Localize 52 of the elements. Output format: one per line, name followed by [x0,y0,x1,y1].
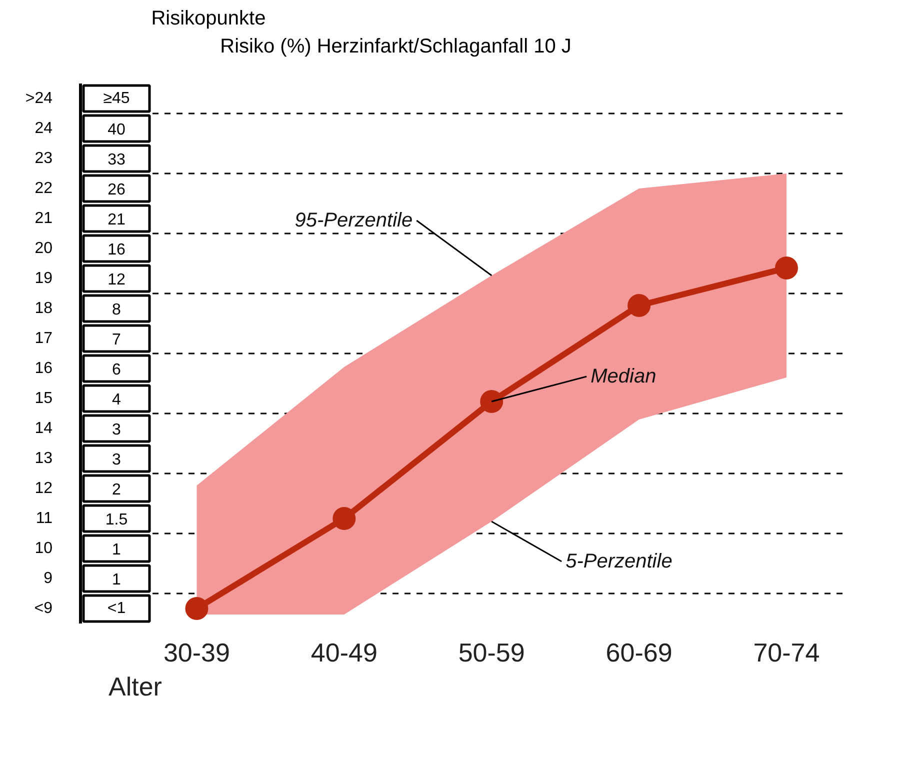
text: 1 [112,542,122,558]
text: 1 [112,572,122,588]
x-tick-label: 60-69 [606,638,672,668]
point [628,294,651,317]
y-tick-label: 12 [34,480,53,497]
y-tick-label: 14 [34,420,53,437]
annotation: 95-Perzentile [294,210,413,232]
y-tick-label: 9 [44,570,53,587]
text: 8 [112,302,122,318]
y-tick-label: 10 [34,540,53,557]
y-tick-label: 22 [34,180,53,197]
y-tick-label: <9 [34,600,53,617]
x-tick-label: 70-74 [753,638,820,668]
point [185,597,208,620]
text: 7 [112,332,122,348]
text: 40 [108,122,126,138]
x-tick-label: 40-49 [310,638,378,668]
y-tick-label: 19 [34,270,53,287]
text: 26 [108,182,126,198]
text: ≥45 [103,90,130,107]
text: Risiko (%) Herzinfarkt/Schlaganfall 10 J [220,36,572,58]
y-tick-label: 21 [34,210,53,227]
y-tick-label: 17 [34,330,53,347]
text: 16 [108,242,126,258]
x-axis-title: Alter [108,672,162,702]
y-tick-label: 24 [34,120,53,137]
annotation: Median [590,366,656,388]
y-tick-label: 13 [34,450,53,467]
text: <1 [107,600,126,617]
annotation: 5-Perzentile [566,550,672,572]
point [480,390,504,413]
x-tick-label: 30-39 [163,638,230,668]
y-tick-label: >24 [25,90,53,107]
x-tick-label: 50-59 [458,638,525,668]
y-tick-label: 16 [34,360,53,377]
text: 6 [112,362,122,378]
text: 12 [108,272,126,288]
y-tick-label: 11 [36,510,53,527]
text: 4 [112,392,122,408]
y-tick-label: 18 [34,300,53,317]
y-tick-label: 20 [34,240,53,257]
text: 1.5 [105,512,128,528]
text: 2 [112,482,122,498]
point [332,507,356,530]
text: 21 [108,212,126,228]
y-axis-title: Risikopunkte [151,8,266,30]
text: 33 [108,152,126,168]
text: 3 [112,422,122,438]
point [774,256,798,280]
y-tick-label: 15 [34,390,53,407]
y-tick-label: 23 [34,150,53,167]
text: 3 [112,452,122,468]
